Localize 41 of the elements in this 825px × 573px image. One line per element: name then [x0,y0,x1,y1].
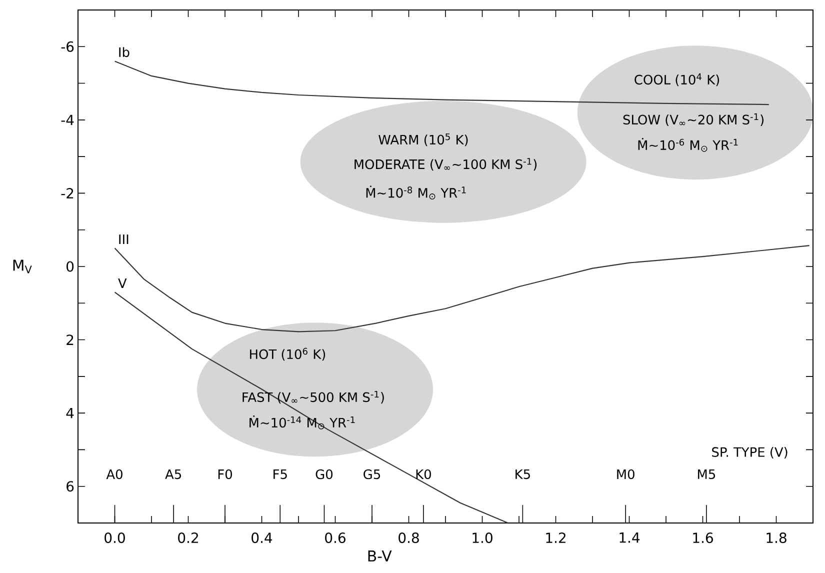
annotation: A5 [165,469,181,480]
annotation: K0 [416,469,431,480]
annotation: WARM (10$^{5}$ K) [378,133,468,146]
annotation: G5 [364,469,380,480]
annotation: F5 [274,469,287,480]
y-tick-label: -4 [61,114,74,126]
annotation: Ṁ~10$^{-8}$ M$_{⊙}$ YR$^{-1}$ [366,186,466,200]
series-label: III [119,234,128,244]
annotation: F0 [218,469,232,480]
x-tick-label: 1.2 [546,532,566,543]
x-tick-label: 1.0 [472,532,492,544]
x-tick-label: 1.8 [766,532,786,544]
annotation: G0 [316,469,333,480]
x-tick-label: 0.8 [398,532,419,544]
annotation: MODERATE (V$_{∞}$~100 KM S$^{-1}$) [354,158,537,171]
annotation: COOL (10$^{4}$ K) [634,73,720,86]
x-tick-label: 1.6 [693,532,713,544]
x-tick-label: 0.0 [104,532,125,544]
y-tick-label: 4 [66,408,74,418]
annotation: A0 [106,469,122,480]
y-tick-label: -6 [61,41,74,52]
x-tick-label: 0.6 [325,532,346,544]
y-tick-label: 0 [66,261,74,272]
y-axis-title: M$_{V}$ [13,260,32,274]
y-tick-label: 6 [66,481,74,492]
series-label: Ib [119,47,130,58]
annotation: K5 [516,469,530,480]
x-tick-label: 1.4 [620,532,640,543]
annotation: SP. TYPE (V) [712,446,788,458]
annotation: HOT (10$^{6}$ K) [250,348,326,361]
x-tick-label: 0.2 [178,532,198,544]
annotation: FAST (V$_{∞}$~500 KM S$^{-1}$) [242,390,384,404]
y-tick-label: -2 [61,188,74,198]
annotation: Ṁ~10$^{-6}$ M$_{⊙}$ YR$^{-1}$ [638,138,738,152]
y-tick-label: 2 [66,334,74,345]
x-tick-label: 0.4 [252,532,272,544]
x-axis-title: B-V [368,550,392,562]
annotation: SLOW (V$_{∞}$~20 KM S$^{-1}$) [623,113,764,126]
series-label: V [118,278,127,288]
annotation: M5 [698,469,716,480]
annotation: M0 [617,469,634,480]
